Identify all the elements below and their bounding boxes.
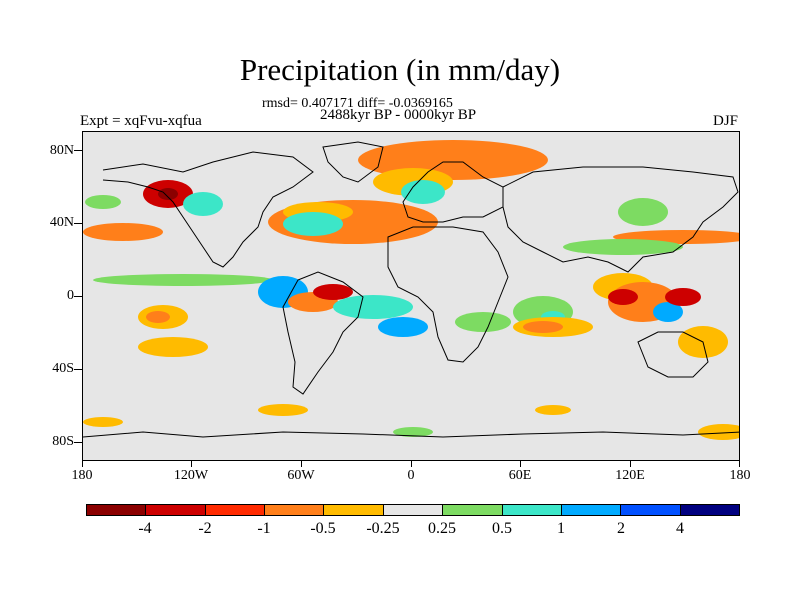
anomaly-blob [618,198,668,226]
anomaly-blob [146,311,170,323]
colorbar-label: 0.5 [492,520,512,537]
x-tick [520,461,521,467]
colorbar-box [561,505,622,515]
x-tick [191,461,192,467]
lon-label-180w: 180 [71,468,93,483]
y-tick [74,369,82,370]
lon-label-60w: 60W [287,468,315,483]
anomaly-blob [313,284,353,300]
colorbar-label: 1 [557,520,565,537]
x-tick [301,461,302,467]
rmsd-diff-stats: rmsd= 0.407171 diff= -0.0369165 [262,96,453,111]
colorbar-label: 0.25 [428,520,456,537]
colorbar-box [443,505,503,515]
anomaly-blob [523,321,563,333]
anomaly-blob [455,312,511,332]
map-svg [83,140,739,440]
anomaly-blob [608,289,638,305]
coastline-antarctica [83,431,739,438]
x-tick [82,461,83,467]
precipitation-map [82,131,740,461]
colorbar-label: -2 [198,520,212,537]
coastline-asia [502,166,739,273]
colorbar-label: -0.5 [310,520,336,537]
lon-label-120e: 120E [615,468,645,483]
x-tick [630,461,631,467]
x-tick [739,461,740,467]
anomaly-blob [83,223,163,241]
lat-label-0: 0 [67,288,74,303]
time-period-label: 2488kyr BP - 0000kyr BP [320,107,477,123]
anomaly-blob [378,317,428,337]
y-tick [74,296,82,297]
lat-label-80n: 80N [49,143,74,158]
anomaly-blob [93,274,273,286]
lat-label-80s: 80S [52,434,74,449]
anomaly-blob [138,337,208,357]
coastline-south-america [282,271,364,395]
colorbar-label: 2 [617,520,625,537]
coastline-greenland [322,141,384,183]
coastlines [83,141,739,438]
lon-label-120w: 120W [173,468,209,483]
colorbar-box [621,505,681,515]
anomaly-blob [665,288,701,306]
anomaly-blob [535,405,571,415]
colorbar-box [205,505,266,515]
colorbar-box [265,505,325,515]
lon-label-0: 0 [407,468,415,483]
anomaly-blob [698,424,739,440]
coastline-africa [387,226,509,363]
y-tick [74,150,82,151]
x-tick [411,461,412,467]
colorbar-label: 4 [676,520,684,537]
anomaly-blob [283,212,343,236]
colorbar-box [87,505,147,515]
anomaly-blob [158,188,178,200]
anomaly-blob [401,180,445,204]
anomaly-fields [83,140,739,440]
colorbar-label: -0.25 [366,520,400,537]
experiment-label: Expt = xqFvu-xqfua [80,113,202,129]
lat-label-40s: 40S [52,361,74,376]
coastline-north-america [102,151,314,268]
anomaly-blob [653,302,683,322]
y-tick [74,442,82,443]
coastline-europe [402,161,504,223]
anomaly-blob [183,192,223,216]
anomaly-blob [393,427,433,437]
colorbar-label: -1 [257,520,271,537]
colorbar-box [324,505,384,515]
colorbar-label: -4 [138,520,152,537]
lat-label-40n: 40N [49,215,74,230]
anomaly-blob [563,239,683,255]
anomaly-blob [85,195,121,209]
colorbar-box [146,505,206,515]
colorbar-box [383,505,444,515]
plot-title: Precipitation (in mm/day) [239,52,561,87]
colorbar-box [502,505,562,515]
colorbar [86,504,740,516]
y-tick [74,223,82,224]
coastline-australia [637,331,709,378]
anomaly-blob [258,404,308,416]
lon-label-180e: 180 [729,468,751,483]
season-label: DJF [712,113,738,129]
colorbar-box [680,505,739,515]
lon-label-60e: 60E [508,468,532,483]
anomaly-blob [83,417,123,427]
anomaly-blob [333,295,413,319]
